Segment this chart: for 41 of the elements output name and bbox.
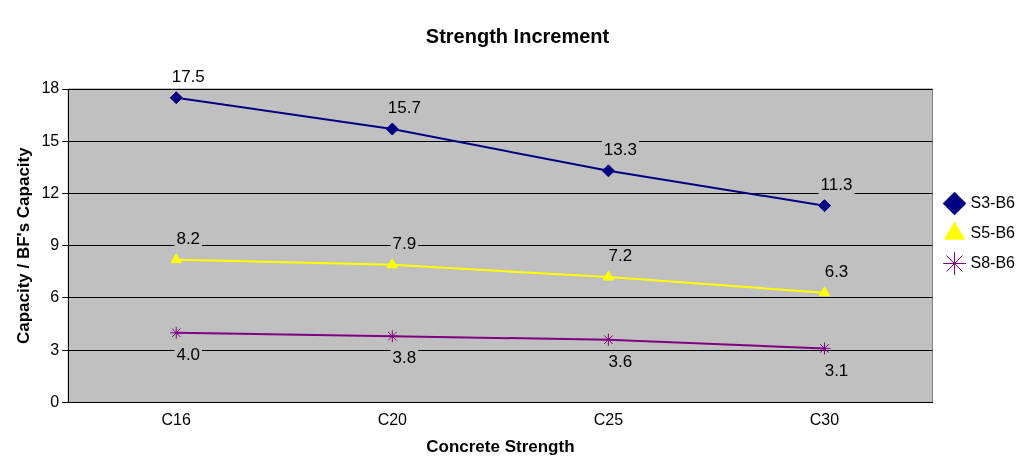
point [170,253,182,264]
point [601,164,615,178]
y-tick-label: 12 [41,183,60,201]
legend-label: S3-B6 [970,193,1016,211]
point [385,329,399,343]
data-label: 3.8 [392,348,417,368]
x-tick-label: C20 [377,411,408,429]
y-axis-title: Capacity / BF's Capacity [13,146,33,345]
point [817,199,831,213]
y-tick-label: 15 [41,131,60,149]
chart-title: Strength Increment [425,24,610,47]
point [385,122,399,136]
point [818,286,831,297]
legend-label: S5-B6 [970,223,1016,241]
y-tick-label: 9 [50,236,60,254]
data-label: 7.9 [392,234,417,254]
point [817,341,831,355]
x-tick-label: C16 [161,411,192,429]
x-tick-label: C30 [809,411,840,429]
data-label: 3.6 [608,351,633,371]
y-tick-label: 6 [50,288,60,306]
data-label: 4.0 [176,344,201,364]
legend-label: S8-B6 [970,253,1016,271]
point [169,326,183,340]
data-label: 6.3 [824,261,849,281]
data-label: 3.1 [824,360,849,380]
point [386,258,399,269]
x-axis-title: Concrete Strength [426,437,575,457]
data-label: 13.3 [603,140,637,160]
data-label: 17.5 [171,66,205,86]
point [169,91,183,105]
x-tick-label: C25 [593,411,624,429]
point [601,333,615,347]
y-tick-label: 18 [41,79,60,97]
data-label: 15.7 [387,98,421,118]
data-label: 8.2 [176,228,201,248]
data-label: 7.2 [608,246,633,266]
point [602,270,615,281]
data-label: 11.3 [820,174,853,194]
y-tick-label: 3 [50,340,60,358]
y-tick-label: 0 [50,392,60,410]
